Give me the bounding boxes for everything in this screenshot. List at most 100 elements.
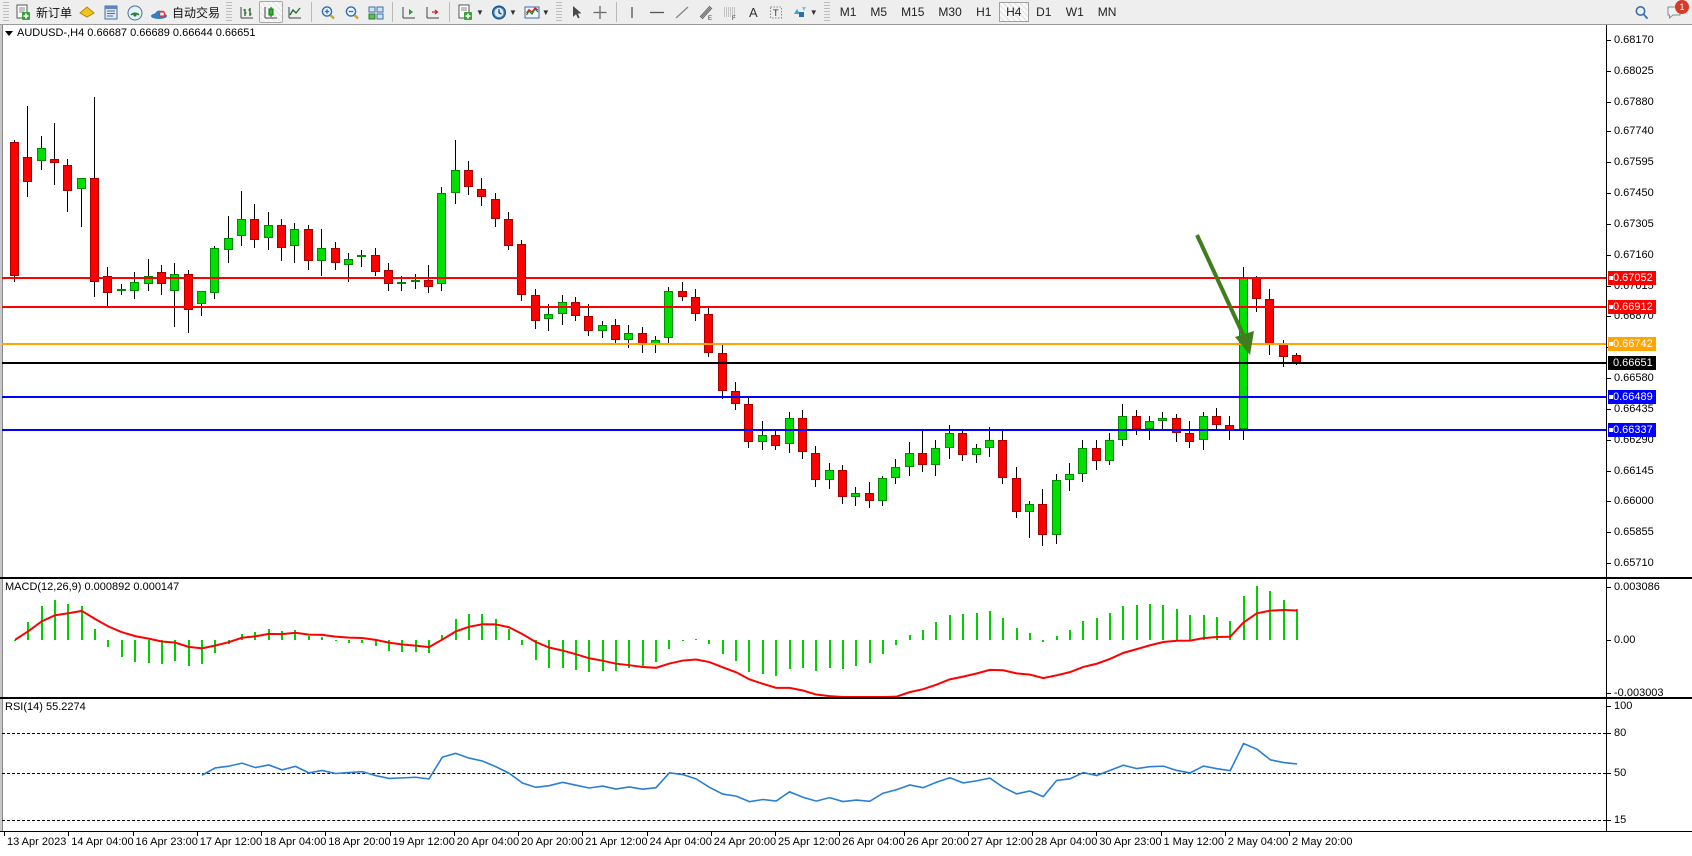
price-level-label-support[interactable]: 0.66489	[1608, 390, 1656, 405]
price-level-line-resistance[interactable]	[2, 276, 1606, 279]
data-window-button[interactable]	[99, 1, 123, 23]
price-chart-pane[interactable]: AUDUSD-,H4 0.66687 0.66689 0.66644 0.666…	[0, 25, 1692, 578]
tile-windows-button[interactable]	[364, 1, 388, 23]
cursor-button[interactable]	[565, 1, 588, 23]
candle-body[interactable]	[330, 248, 340, 264]
chevron-down-icon-4[interactable]: ▼	[809, 7, 818, 17]
down-arrow-annotation[interactable]	[2, 25, 1606, 577]
candle-body[interactable]	[771, 435, 781, 447]
candle-body[interactable]	[1024, 503, 1034, 513]
candle-body[interactable]	[811, 452, 821, 481]
candle-body[interactable]	[1051, 480, 1061, 536]
toolbar-grip[interactable]	[3, 2, 9, 22]
candle-body[interactable]	[891, 467, 901, 479]
candle-body[interactable]	[196, 290, 206, 304]
zoom-out-button[interactable]	[340, 1, 364, 23]
level-handle[interactable]	[1609, 427, 1613, 432]
candle-body[interactable]	[610, 324, 620, 340]
candle-body[interactable]	[290, 229, 300, 247]
macd-axis[interactable]: 0.003086 0.00 -0.003003	[1606, 579, 1692, 699]
timeframe-d1[interactable]: D1	[1036, 5, 1052, 19]
candle-body[interactable]	[971, 448, 981, 455]
rsi-plot-area[interactable]	[2, 699, 1606, 831]
periods-button[interactable]: ▼	[487, 1, 520, 23]
price-axis[interactable]: 0.68170 0.68025 0.67880 0.67740 0.67595 0.674…	[1606, 25, 1692, 577]
candle-body[interactable]	[984, 439, 994, 449]
candle-body[interactable]	[797, 418, 807, 453]
candle-body[interactable]	[90, 178, 100, 283]
price-level-line-current-price[interactable]	[2, 361, 1606, 364]
candle-body[interactable]	[410, 280, 420, 283]
timeframe-mn[interactable]: MN	[1097, 5, 1117, 19]
fibonacci-button[interactable]: F	[718, 1, 742, 23]
candle-body[interactable]	[851, 492, 861, 498]
candle-body[interactable]	[837, 469, 847, 498]
rsi-pane[interactable]: RSI(14) 55.2274 100 80 50 15	[0, 698, 1692, 832]
vertical-line-button[interactable]	[621, 1, 644, 23]
alerts-button[interactable]: 1	[1662, 0, 1689, 24]
new-order-button[interactable]: 新订单	[12, 1, 75, 23]
candle-body[interactable]	[183, 273, 193, 310]
candle-body[interactable]	[664, 290, 674, 338]
candle-body[interactable]	[357, 254, 367, 257]
rsi-axis[interactable]: 100 80 50 15	[1606, 699, 1692, 831]
candle-body[interactable]	[170, 273, 180, 291]
candle-body[interactable]	[237, 218, 247, 236]
candle-body[interactable]	[1131, 416, 1141, 430]
candle-body[interactable]	[691, 297, 701, 315]
candle-body[interactable]	[824, 469, 834, 481]
candle-body[interactable]	[277, 224, 287, 249]
candle-body[interactable]	[116, 288, 126, 291]
text-label-button[interactable]: T	[765, 1, 788, 23]
chart-stage[interactable]: AUDUSD-,H4 0.66687 0.66689 0.66644 0.666…	[0, 25, 1692, 856]
price-level-label-resistance[interactable]: 0.66912	[1608, 300, 1656, 315]
candle-body[interactable]	[1251, 278, 1261, 300]
candle-body[interactable]	[210, 248, 220, 293]
price-level-line-support[interactable]	[2, 396, 1606, 399]
indicators-button[interactable]: ▼	[454, 1, 487, 23]
candle-body[interactable]	[1238, 278, 1248, 430]
candle-body[interactable]	[744, 403, 754, 442]
candle-body[interactable]	[450, 169, 460, 194]
candle-body[interactable]	[504, 218, 514, 247]
candle-body[interactable]	[517, 244, 527, 296]
candle-body[interactable]	[1145, 420, 1155, 430]
candle-body[interactable]	[303, 229, 313, 262]
candle-body[interactable]	[931, 448, 941, 466]
candle-body[interactable]	[998, 439, 1008, 479]
toolbar-grip-2[interactable]	[226, 2, 233, 22]
auto-scroll-button[interactable]	[421, 1, 445, 23]
candle-body[interactable]	[677, 290, 687, 298]
candle-body[interactable]	[1158, 418, 1168, 421]
templates-button[interactable]: ▼	[520, 1, 553, 23]
level-handle[interactable]	[1609, 275, 1613, 280]
candle-body[interactable]	[223, 237, 233, 251]
candle-body[interactable]	[1198, 416, 1208, 440]
candle-body[interactable]	[757, 435, 767, 442]
candle-body[interactable]	[1185, 433, 1195, 442]
candle-body[interactable]	[944, 433, 954, 449]
candle-body[interactable]	[584, 316, 594, 332]
search-button[interactable]	[1630, 2, 1654, 24]
crosshair-button[interactable]	[588, 1, 612, 23]
price-level-label-current-price[interactable]: 0.66651	[1608, 355, 1656, 370]
candle-body[interactable]	[464, 169, 474, 187]
candle-body[interactable]	[1278, 344, 1288, 357]
chevron-down-icon-2[interactable]: ▼	[508, 7, 517, 17]
candle-body[interactable]	[784, 418, 794, 444]
candle-body[interactable]	[544, 314, 554, 319]
horizontal-line-button[interactable]	[644, 1, 670, 23]
autotrading-button[interactable]: 自动交易	[147, 1, 223, 23]
expert-advisor-button[interactable]	[75, 1, 99, 23]
candle-body[interactable]	[317, 248, 327, 262]
macd-pane[interactable]: MACD(12,26,9) 0.000892 0.000147 0.003086…	[0, 578, 1692, 699]
price-plot-area[interactable]	[2, 25, 1606, 577]
bar-chart-button[interactable]	[235, 1, 259, 23]
level-handle[interactable]	[1609, 341, 1613, 346]
price-level-line-resistance[interactable]	[2, 306, 1606, 309]
candle-body[interactable]	[490, 199, 500, 219]
candle-body[interactable]	[1011, 478, 1021, 513]
timeframe-h1[interactable]: H1	[976, 5, 992, 19]
candle-body[interactable]	[878, 478, 888, 502]
candle-body[interactable]	[130, 282, 140, 291]
